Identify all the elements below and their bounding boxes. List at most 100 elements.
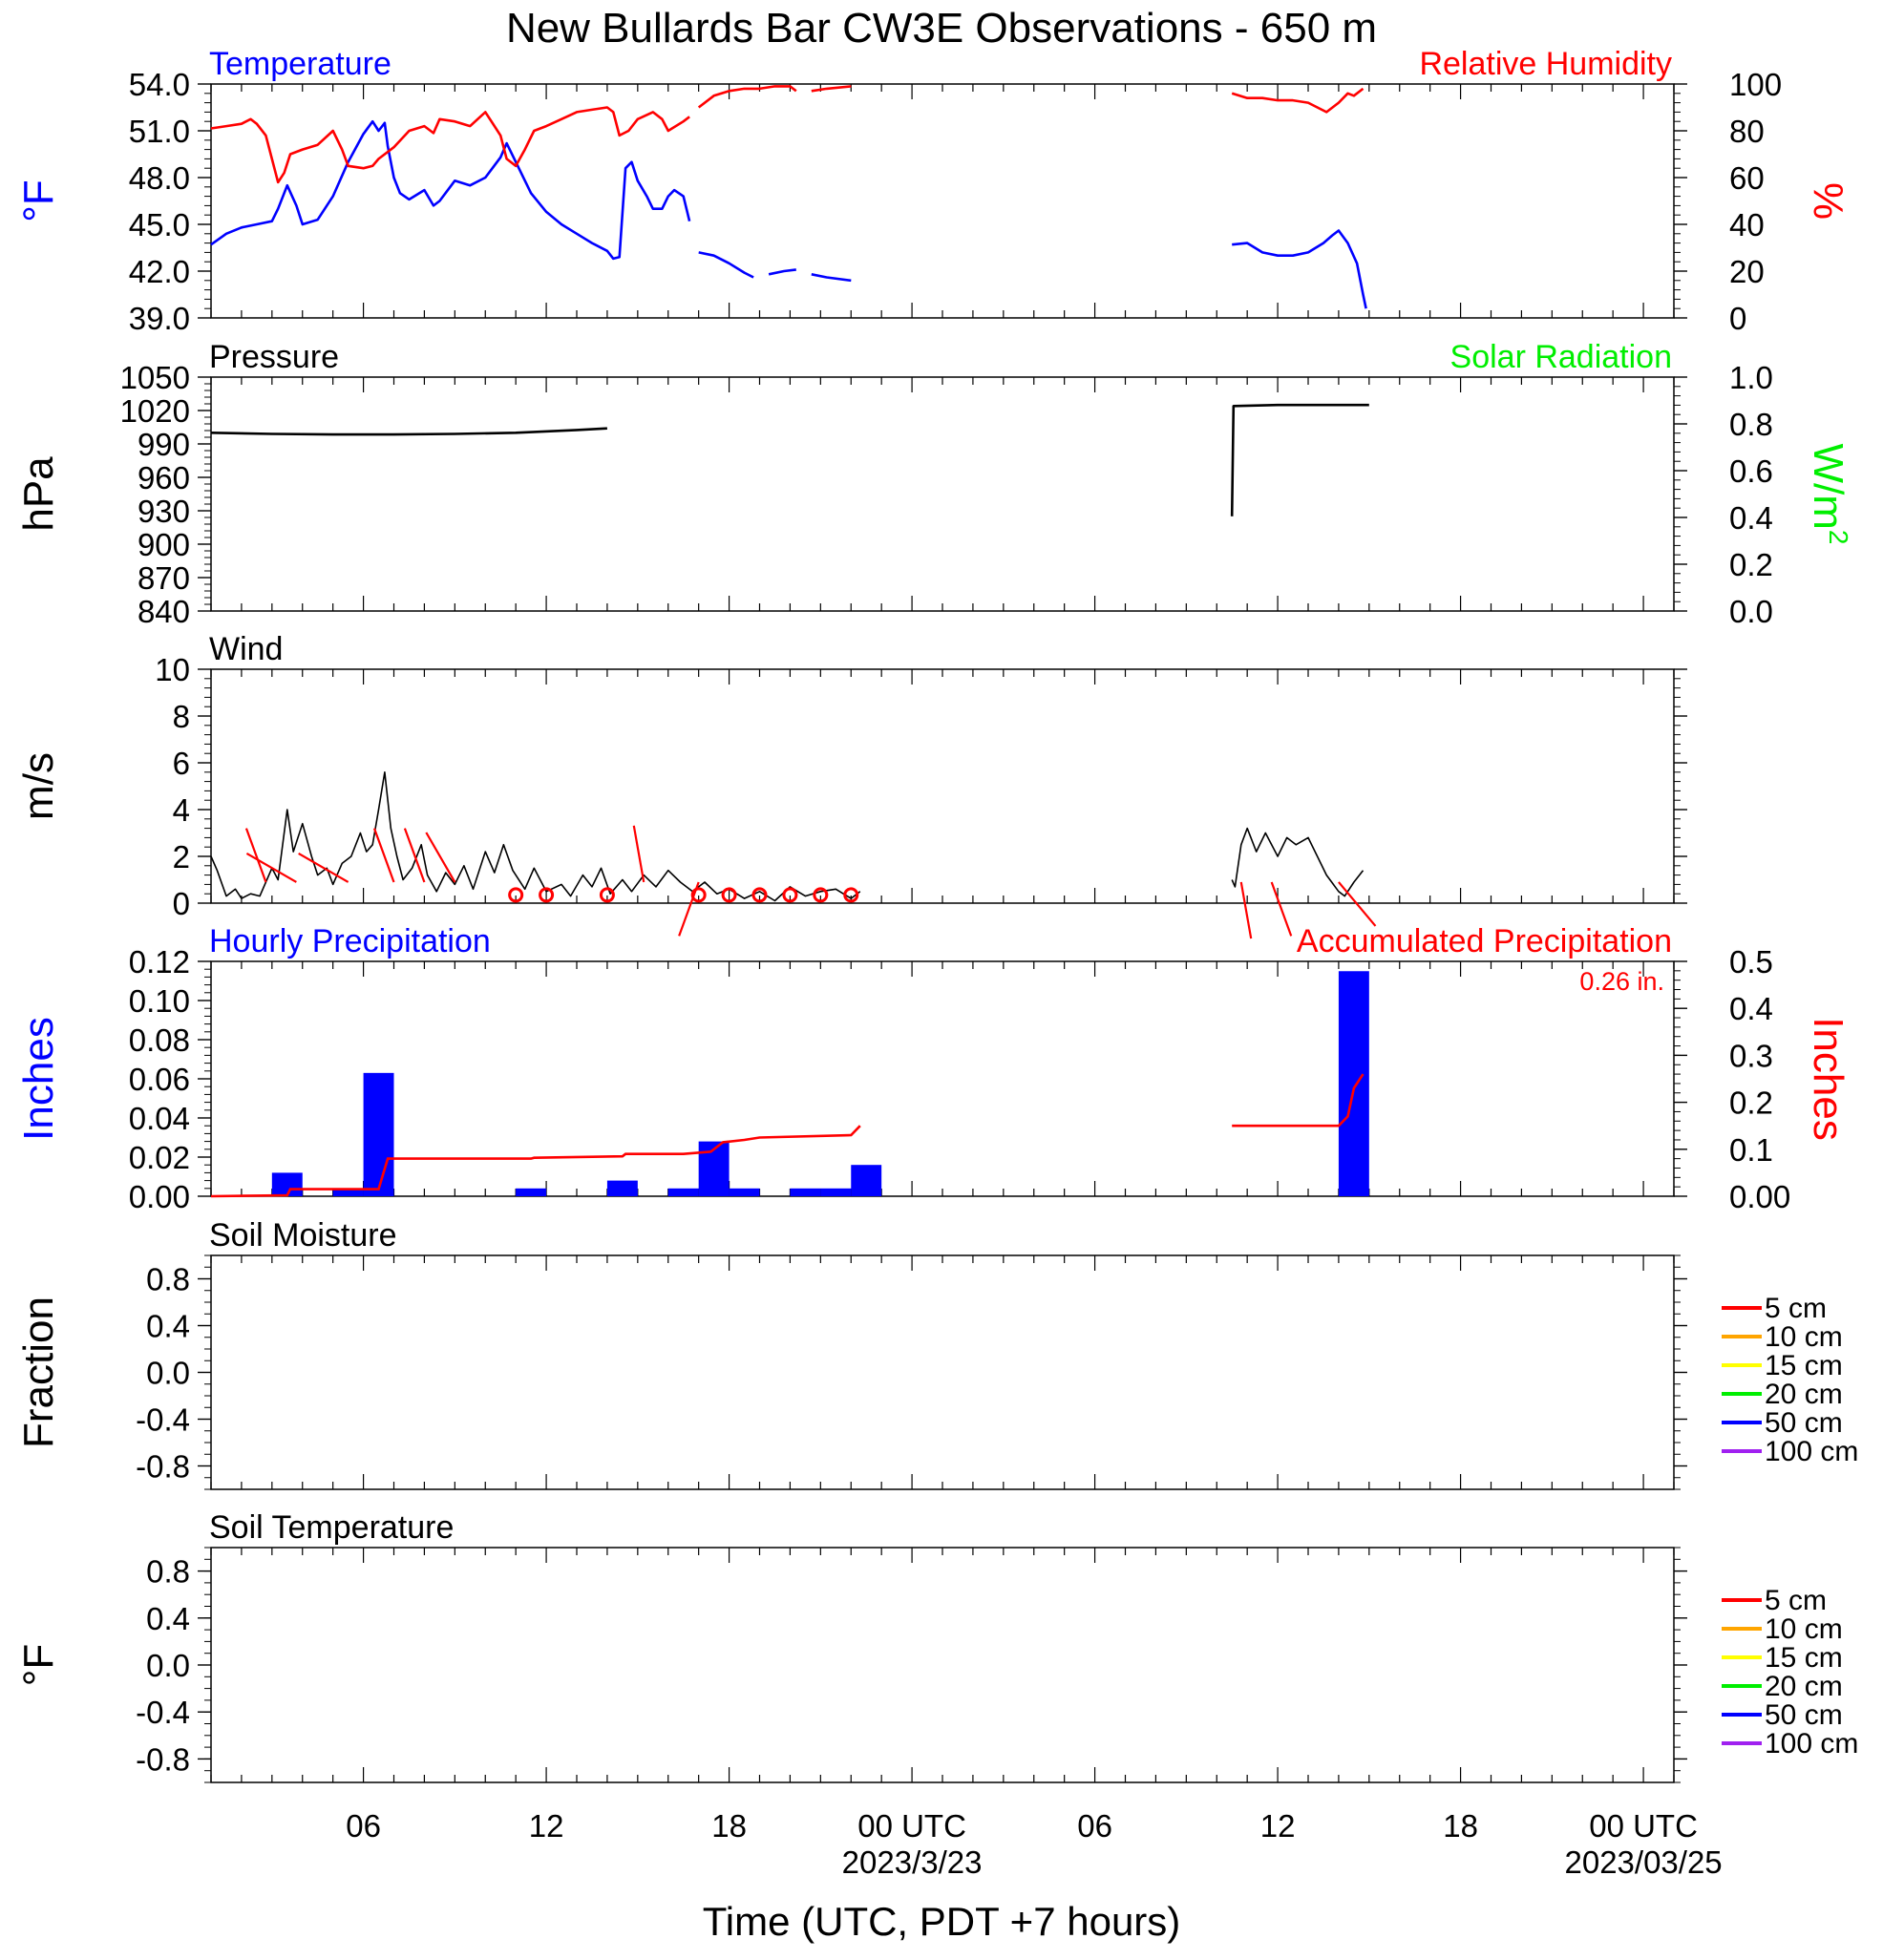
- temperature-line: [210, 119, 691, 261]
- y-right-tick-label: 0.6: [1729, 453, 1773, 489]
- relative-humidity-line: [210, 106, 690, 184]
- y-right-tick-label: 0.2: [1729, 1085, 1773, 1121]
- panel-title-left: Wind: [209, 631, 283, 667]
- y-left-tick-label: 39.0: [129, 301, 190, 336]
- temperature-line: [811, 273, 852, 283]
- y-right-tick-label: 0.0: [1729, 594, 1773, 629]
- panel-soil-moisture: 0.8 0.4 0.0 -0.4 -0.8 Soil Moisture Fraction 5 …: [15, 1217, 1858, 1490]
- hourly-precip-bar: [820, 1188, 852, 1196]
- plot-frame: [210, 960, 1675, 1197]
- y-left-tick-label: 0.4: [146, 1601, 190, 1636]
- y-left-tick-label: 990: [138, 427, 190, 462]
- y-axis-title-left: m/s: [15, 752, 62, 820]
- legend-label: 20 cm: [1765, 1379, 1843, 1410]
- relative-humidity-line: [1231, 87, 1365, 114]
- legend-label: 5 cm: [1765, 1585, 1827, 1616]
- x-tick-date-label: 2023/03/25: [1564, 1844, 1722, 1880]
- legend-label: 100 cm: [1765, 1436, 1858, 1467]
- hourly-precip-bar: [667, 1188, 699, 1196]
- panel-title-left: Soil Moisture: [209, 1217, 397, 1254]
- hourly-precip-bar: [271, 1172, 303, 1196]
- hourly-precip-bar: [363, 1072, 394, 1196]
- y-axis-title-right: %: [1805, 182, 1851, 220]
- temperature-line: [1232, 229, 1367, 309]
- chart-title: New Bullards Bar CW3E Observations - 650…: [506, 5, 1377, 52]
- y-right-tick-label: 1.0: [1729, 360, 1773, 395]
- panel-title-right: Solar Radiation: [1450, 339, 1672, 375]
- y-right-tick-label: 0.3: [1729, 1038, 1773, 1073]
- plot-frame: [210, 1254, 1675, 1490]
- y-axis-title-left: Fraction: [15, 1296, 62, 1448]
- y-left-tick-label: 960: [138, 460, 190, 495]
- calm-wind-marker: [813, 887, 829, 903]
- y-right-tick-label: 0.5: [1729, 944, 1773, 980]
- y-left-tick-label: 0.0: [146, 1356, 190, 1391]
- y-left-tick-label: 0.8: [146, 1554, 190, 1590]
- panel-title-right: Accumulated Precipitation: [1297, 923, 1672, 959]
- x-tick-label: 00 UTC: [1589, 1808, 1698, 1844]
- legend-label: 10 cm: [1765, 1613, 1843, 1645]
- y-right-tick-label: 0.00: [1729, 1179, 1790, 1214]
- plot-frame: [210, 668, 1675, 904]
- wind-barb: [632, 825, 645, 883]
- y-left-tick-label: 6: [173, 746, 190, 781]
- calm-wind-marker: [508, 887, 524, 903]
- panel-title-left: Temperature: [209, 46, 391, 82]
- y-left-tick-label: 0.4: [146, 1309, 190, 1344]
- x-tick-label: 12: [529, 1808, 564, 1844]
- y-left-tick-label: 930: [138, 494, 190, 529]
- y-left-tick-label: 0.04: [129, 1101, 190, 1136]
- y-left-tick-label: 54.0: [129, 67, 190, 102]
- y-left-tick-label: 8: [173, 699, 190, 734]
- y-left-tick-label: 0: [173, 886, 190, 921]
- legend-label: 20 cm: [1765, 1671, 1843, 1702]
- y-right-tick-label: 0.8: [1729, 407, 1773, 442]
- x-tick-label: 12: [1260, 1808, 1296, 1844]
- panel-temperature: 54.0 51.0 48.0 45.0 42.0 39.0 100 80 60 40 20 0 Temp…: [15, 46, 1851, 336]
- y-left-tick-label: 51.0: [129, 114, 190, 149]
- plot-frame: [210, 1547, 1675, 1783]
- wind-barb: [245, 852, 297, 883]
- y-axis-title-right: Inches: [1805, 1017, 1851, 1141]
- y-left-tick-label: 2: [173, 839, 190, 875]
- y-right-tick-label: 0.2: [1729, 547, 1773, 582]
- hourly-precip-bar: [729, 1188, 760, 1196]
- hourly-precip-bar: [332, 1188, 364, 1196]
- calm-wind-marker: [721, 887, 737, 903]
- y-axis-title-right-text: Inches: [1805, 1017, 1851, 1141]
- panel-title-left: Soil Temperature: [209, 1509, 454, 1546]
- pressure-line: [1230, 403, 1369, 516]
- y-left-tick-label: 10: [155, 652, 190, 687]
- y-axis-title-left: Inches: [15, 1017, 62, 1141]
- y-left-tick-label: 0.08: [129, 1022, 190, 1058]
- y-right-tick-label: 0: [1729, 301, 1746, 336]
- wind-barb: [403, 828, 426, 883]
- relative-humidity-line: [811, 85, 852, 93]
- y-left-tick-label: 0.8: [146, 1262, 190, 1297]
- plot-frame: [210, 376, 1675, 612]
- legend-label: 15 cm: [1765, 1642, 1843, 1674]
- y-left-tick-label: 1020: [120, 393, 190, 429]
- y-left-tick-label: 840: [138, 594, 190, 629]
- y-right-tick-label: 20: [1729, 254, 1765, 289]
- y-left-tick-label: -0.8: [136, 1741, 190, 1777]
- y-left-tick-label: -0.4: [136, 1695, 190, 1730]
- wind-barb: [1338, 881, 1377, 927]
- legend-label: 50 cm: [1765, 1699, 1843, 1731]
- panel-wind: 10 8 6 4 2 0 Wind m/s: [15, 631, 1687, 939]
- wind-barb: [1270, 881, 1293, 937]
- hourly-precip-bar: [606, 1180, 638, 1196]
- y-left-tick-label: 45.0: [129, 207, 190, 242]
- y-axis-title-left: hPa: [15, 456, 62, 532]
- x-tick-label: 00 UTC: [857, 1808, 966, 1844]
- panel-title-left: Pressure: [209, 339, 339, 375]
- y-right-tick-label: 0.4: [1729, 500, 1773, 536]
- panel-precipitation: 0.120.100.08 0.06 0.04 0.02 0.00 0.5 0.4 0.3 0.2…: [15, 923, 1851, 1214]
- y-left-tick-label: -0.8: [136, 1449, 190, 1485]
- y-left-tick-label: 1050: [120, 360, 190, 395]
- wind-barb: [1239, 881, 1253, 939]
- wind-barb: [425, 832, 456, 883]
